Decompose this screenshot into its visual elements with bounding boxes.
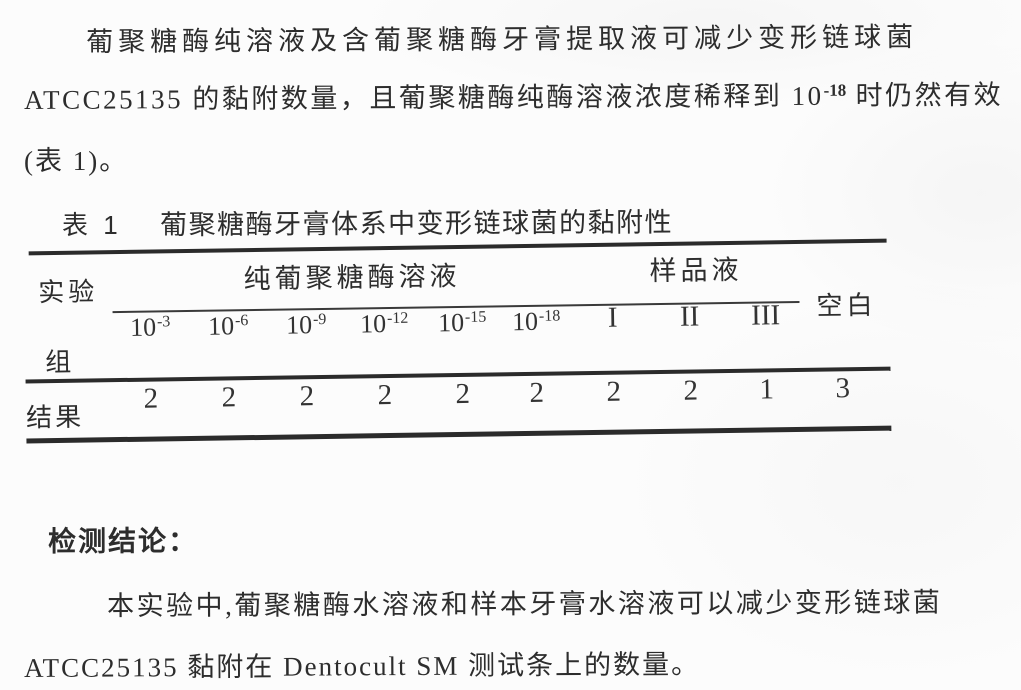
row-header-group: 组 — [45, 347, 72, 378]
result-value: 2 — [221, 381, 237, 414]
result-value: 2 — [299, 380, 315, 413]
adhesion-results-table: 实验 组 纯葡聚糖酶溶液 样品液 空白 10-3 10-6 10-9 10-12 10-… — [23, 224, 896, 457]
dilution-column-header: 10-9 — [285, 310, 327, 340]
dilution-column-header: 10-12 — [359, 309, 409, 339]
column-header-blank: 空白 — [816, 290, 877, 321]
column-group-sample-liquid: 样品液 — [649, 254, 743, 287]
sample-column-header: II — [679, 300, 700, 333]
intro-line2-tail: 时仍然有效 — [846, 79, 1004, 111]
result-value: 2 — [455, 377, 471, 411]
result-value: 2 — [683, 374, 699, 407]
result-value: 2 — [606, 375, 622, 408]
row-header-experiment: 实验 — [38, 277, 99, 308]
result-value: 3 — [835, 372, 851, 405]
intro-line2-text: ATCC25135 的黏附数量，且葡聚糖酶纯酶溶液浓度稀释到 10 — [24, 80, 824, 115]
table-bottom-rule — [26, 425, 892, 444]
result-row-label: 结果 — [25, 402, 85, 433]
sample-column-header: III — [750, 299, 781, 332]
conclusion-heading: 检测结论： — [48, 526, 199, 558]
dilution-column-header: 10-18 — [511, 306, 561, 337]
result-value: 2 — [143, 382, 159, 415]
conclusion-line1: 本实验中,葡聚糖酶水溶液和样本牙膏水溶液可以减少变形链球菌 — [107, 587, 943, 621]
dilution-column-header: 10-6 — [207, 311, 249, 341]
intro-paragraph-line2: ATCC25135 的黏附数量，且葡聚糖酶纯酶溶液浓度稀释到 10-18 时仍然… — [24, 73, 1003, 117]
sample-column-header: I — [607, 301, 618, 334]
result-value: 2 — [377, 379, 393, 412]
intro-paragraph-line1: 葡聚糖酶纯溶液及含葡聚糖酶牙膏提取液可减少变形链球菌 — [86, 21, 919, 57]
table-caption-number: 表 1 — [62, 210, 122, 240]
exponent-superscript: -18 — [823, 80, 847, 100]
intro-paragraph-line3: (表 1)。 — [24, 146, 129, 176]
result-value: 2 — [529, 376, 545, 409]
dilution-column-header: 10-3 — [129, 312, 171, 342]
column-group-pure-dextranase: 纯葡聚糖酶溶液 — [243, 260, 461, 295]
result-value: 1 — [759, 373, 775, 406]
conclusion-line2: ATCC25135 黏附在 Dentocult SM 测试条上的数量。 — [24, 649, 701, 683]
